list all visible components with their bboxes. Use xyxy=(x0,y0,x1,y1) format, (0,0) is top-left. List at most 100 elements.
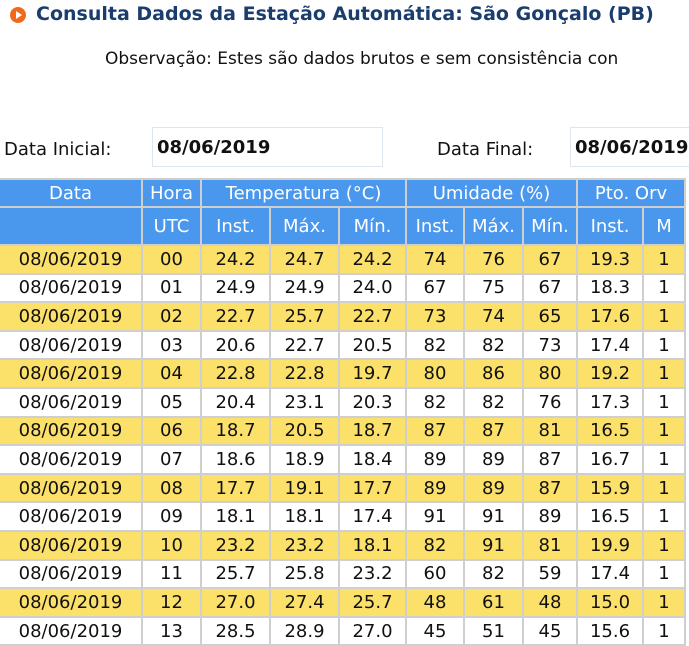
table-cell: 1 xyxy=(644,589,684,616)
start-input[interactable]: 08/06/2019 xyxy=(152,127,383,167)
table-row: 08/06/2019 10 23.2 23.2 18.1 82 91 81 19.9 1 xyxy=(0,531,684,559)
table-cell: 82 xyxy=(407,388,463,416)
table-cell: 27.4 xyxy=(271,589,338,616)
table-cell: 24.7 xyxy=(271,246,338,273)
table-cell: 23.1 xyxy=(271,388,338,416)
icon xyxy=(10,7,26,23)
table-cell: 48 xyxy=(407,589,463,616)
table-row: 08/06/2019 06 18.7 20.5 18.7 87 87 81 16.5 1 xyxy=(0,417,684,445)
table-cell: 15.9 xyxy=(578,474,642,502)
table-cell: 19.2 xyxy=(578,360,642,387)
table-cell: 82 xyxy=(407,531,463,559)
column-subheader: Inst. xyxy=(202,208,269,244)
table-row: 08/06/2019 07 18.6 18.9 18.4 89 89 87 16.7 1 xyxy=(0,446,684,473)
column-subheader: Máx. xyxy=(271,208,338,244)
table-cell: 08/06/2019 xyxy=(0,503,141,530)
table-cell: 25.7 xyxy=(340,589,405,616)
table-cell: 24.9 xyxy=(271,274,338,302)
table-row: 08/06/2019 03 20.6 22.7 20.5 82 82 73 17.4 1 xyxy=(0,331,684,359)
table-cell: 23.2 xyxy=(340,560,405,588)
table-cell: 51 xyxy=(465,617,522,645)
table-cell: 23.2 xyxy=(202,531,269,559)
table-cell: 08/06/2019 xyxy=(0,531,141,559)
table-cell: 1 xyxy=(644,617,684,645)
table-cell: 59 xyxy=(524,560,576,588)
table-cell: 22.8 xyxy=(202,360,269,387)
table-cell: 1 xyxy=(644,331,684,359)
table-cell: 20.3 xyxy=(340,388,405,416)
column-subheader: Inst. xyxy=(407,208,463,244)
table-cell: 08/06/2019 xyxy=(0,617,141,645)
table-cell: 1 xyxy=(644,360,684,387)
table-cell: 07 xyxy=(143,446,200,473)
start-label: Data Inicial: xyxy=(4,139,112,160)
table-cell: 08/06/2019 xyxy=(0,560,141,588)
column-subheader: Mín. xyxy=(340,208,405,244)
table-cell: 15.6 xyxy=(578,617,642,645)
table-cell: 08/06/2019 xyxy=(0,360,141,387)
table-cell: 24.2 xyxy=(202,246,269,273)
table-cell: 18.7 xyxy=(340,417,405,445)
end-input[interactable]: 08/06/2019 xyxy=(570,127,689,167)
table-cell: 87 xyxy=(524,474,576,502)
table-cell: 25.7 xyxy=(271,303,338,330)
table-cell: 06 xyxy=(143,417,200,445)
column-header: Temperatura (°C) xyxy=(202,180,405,206)
table-cell: 60 xyxy=(407,560,463,588)
table-cell: 02 xyxy=(143,303,200,330)
table-cell: 1 xyxy=(644,446,684,473)
table-cell: 89 xyxy=(465,474,522,502)
table-cell: 24.9 xyxy=(202,274,269,302)
table-cell: 08/06/2019 xyxy=(0,446,141,473)
column-header: Pto. Orv xyxy=(578,180,684,206)
table-cell: 73 xyxy=(407,303,463,330)
table-cell: 61 xyxy=(465,589,522,616)
table-cell: 45 xyxy=(407,617,463,645)
table-cell: 18.3 xyxy=(578,274,642,302)
table-cell: 19.7 xyxy=(340,360,405,387)
table-cell: 25.7 xyxy=(202,560,269,588)
table-cell: 82 xyxy=(465,388,522,416)
table-cell: 1 xyxy=(644,417,684,445)
table-cell: 18.7 xyxy=(202,417,269,445)
table-cell: 08/06/2019 xyxy=(0,474,141,502)
table-cell: 25.8 xyxy=(271,560,338,588)
table-cell: 1 xyxy=(644,503,684,530)
table-row: 08/06/2019 02 22.7 25.7 22.7 73 74 65 17.6 1 xyxy=(0,303,684,330)
table-cell: 08/06/2019 xyxy=(0,388,141,416)
table-row: 08/06/2019 05 20.4 23.1 20.3 82 82 76 17.3 1 xyxy=(0,388,684,416)
data-table: Data Hora Temperatura (°C) Umidade (%) Pto. … xyxy=(0,178,686,646)
table-row: 08/06/2019 00 24.2 24.7 24.2 74 76 67 19.3 1 xyxy=(0,246,684,273)
table-cell: 89 xyxy=(407,446,463,473)
table-cell: 1 xyxy=(644,246,684,273)
table-cell: 20.5 xyxy=(271,417,338,445)
table-cell: 1 xyxy=(644,274,684,302)
table-cell: 20.5 xyxy=(340,331,405,359)
table-cell: 1 xyxy=(644,474,684,502)
table-cell: 18.1 xyxy=(271,503,338,530)
table-cell: 22.8 xyxy=(271,360,338,387)
table-cell: 04 xyxy=(143,360,200,387)
table-row: 08/06/2019 12 27.0 27.4 25.7 48 61 48 15.0 1 xyxy=(0,589,684,616)
table-cell: 67 xyxy=(407,274,463,302)
table-cell: 17.6 xyxy=(578,303,642,330)
table-cell: 13 xyxy=(143,617,200,645)
note: Observação: Estes são dados brutos e sem… xyxy=(105,49,619,69)
table-cell: 08/06/2019 xyxy=(0,417,141,445)
table-cell: 16.7 xyxy=(578,446,642,473)
table-cell: 27.0 xyxy=(340,617,405,645)
table-cell: 17.7 xyxy=(202,474,269,502)
table-cell: 67 xyxy=(524,246,576,273)
table-cell: 81 xyxy=(524,417,576,445)
table-row: 08/06/2019 13 28.5 28.9 27.0 45 51 45 15.6 1 xyxy=(0,617,684,645)
table-cell: 16.5 xyxy=(578,503,642,530)
table-cell: 67 xyxy=(524,274,576,302)
table-cell: 18.9 xyxy=(271,446,338,473)
table-cell: 08/06/2019 xyxy=(0,246,141,273)
table-cell: 22.7 xyxy=(202,303,269,330)
table-cell: 75 xyxy=(465,274,522,302)
subheader-row: UTC Inst. Máx. Mín. Inst. Máx. Mín. Inst. M xyxy=(0,208,684,244)
table-cell: 17.4 xyxy=(578,331,642,359)
table-cell: 89 xyxy=(407,474,463,502)
table-cell: 08/06/2019 xyxy=(0,331,141,359)
